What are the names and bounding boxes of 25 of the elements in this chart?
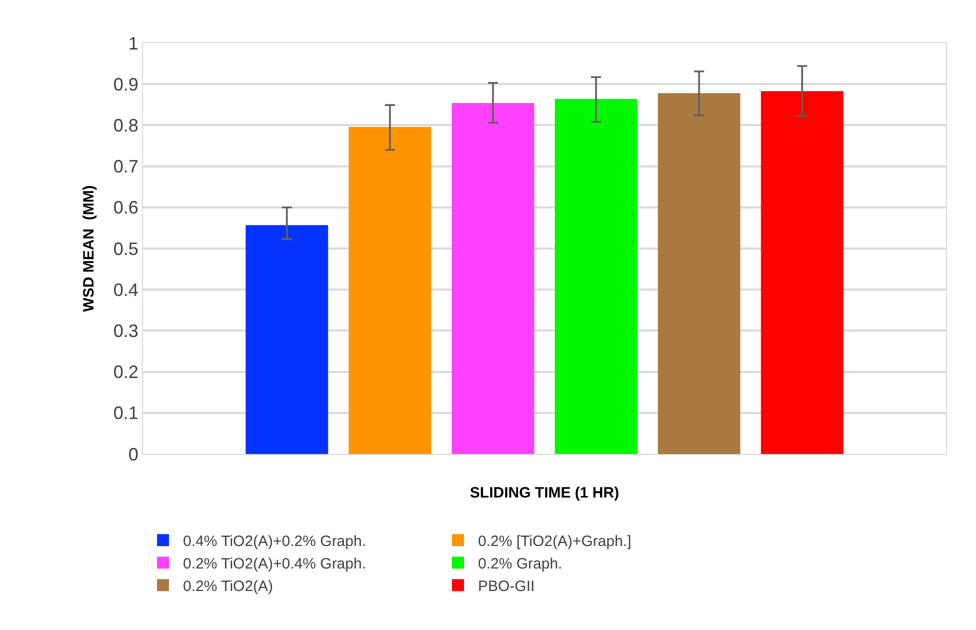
y-tick-label: 0.7 [113,156,138,177]
y-tick-label: 0.4 [113,280,138,300]
bar [554,98,638,454]
y-tick-label: 0.2 [113,362,138,382]
bar [348,126,432,454]
x-axis-title: SLIDING TIME (1 HR) [470,484,620,502]
y-axis-title: WSD MEAN (MM) [80,185,98,312]
y-tick-label: 0.6 [113,198,138,218]
bar [452,103,534,454]
bar [658,93,740,454]
legend-label: 0.4% TiO2(A)+0.2% Graph. [183,532,366,550]
legend-label: PBO-GII [478,578,535,595]
y-tick-label: 0.1 [113,403,138,424]
legend-label: 0.2% TiO2(A) [183,578,274,595]
bar [246,225,328,454]
legend-label: 0.2% [TiO2(A)+Graph.] [478,532,632,550]
legend-label: 0.2% Graph. [478,555,562,572]
y-tick-label: 0.8 [113,116,138,136]
y-tick-label: 0.3 [113,321,138,341]
y-tick-label: 0 [128,444,138,464]
y-tick-label: 0.9 [113,74,138,94]
y-tick-label: 1 [128,33,138,54]
y-tick-label: 0.5 [113,238,138,259]
legend-label: 0.2% TiO2(A)+0.4% Graph. [183,555,366,572]
bar [760,91,844,454]
